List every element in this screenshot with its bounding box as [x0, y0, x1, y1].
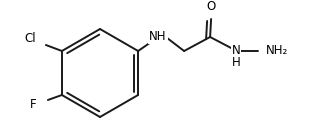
Text: F: F [30, 99, 37, 112]
Text: Cl: Cl [24, 33, 36, 46]
Text: NH: NH [149, 30, 167, 43]
Text: O: O [207, 1, 216, 14]
Text: H: H [232, 55, 241, 68]
Text: N: N [232, 44, 241, 58]
Text: NH₂: NH₂ [266, 44, 288, 58]
